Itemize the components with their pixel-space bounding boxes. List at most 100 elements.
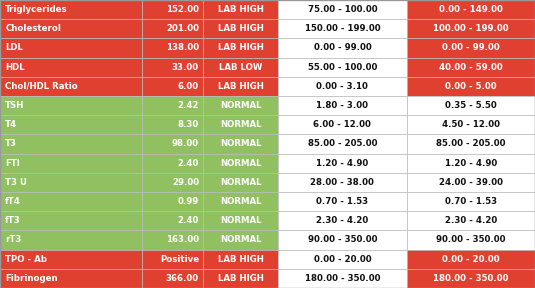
FancyBboxPatch shape (0, 192, 142, 211)
FancyBboxPatch shape (278, 230, 407, 250)
FancyBboxPatch shape (407, 211, 535, 230)
FancyBboxPatch shape (142, 38, 203, 58)
FancyBboxPatch shape (278, 58, 407, 77)
Text: 0.00 - 20.00: 0.00 - 20.00 (442, 255, 500, 264)
Text: 6.00 - 12.00: 6.00 - 12.00 (314, 120, 371, 129)
Text: 366.00: 366.00 (166, 274, 199, 283)
Text: 98.00: 98.00 (172, 139, 199, 149)
FancyBboxPatch shape (203, 250, 278, 269)
Text: T4: T4 (5, 120, 18, 129)
FancyBboxPatch shape (407, 154, 535, 173)
FancyBboxPatch shape (203, 173, 278, 192)
FancyBboxPatch shape (142, 77, 203, 96)
Text: fT3: fT3 (5, 216, 21, 225)
FancyBboxPatch shape (278, 19, 407, 38)
FancyBboxPatch shape (203, 0, 278, 19)
Text: 90.00 - 350.00: 90.00 - 350.00 (308, 236, 377, 245)
FancyBboxPatch shape (0, 230, 142, 250)
FancyBboxPatch shape (203, 269, 278, 288)
FancyBboxPatch shape (0, 19, 142, 38)
FancyBboxPatch shape (203, 154, 278, 173)
FancyBboxPatch shape (0, 134, 142, 154)
FancyBboxPatch shape (407, 19, 535, 38)
Text: NORMAL: NORMAL (220, 139, 262, 149)
Text: 0.70 - 1.53: 0.70 - 1.53 (316, 197, 369, 206)
FancyBboxPatch shape (407, 134, 535, 154)
Text: 90.00 - 350.00: 90.00 - 350.00 (436, 236, 506, 245)
Text: LAB HIGH: LAB HIGH (218, 274, 264, 283)
Text: NORMAL: NORMAL (220, 101, 262, 110)
FancyBboxPatch shape (278, 154, 407, 173)
Text: LAB HIGH: LAB HIGH (218, 5, 264, 14)
FancyBboxPatch shape (278, 173, 407, 192)
Text: Chol/HDL Ratio: Chol/HDL Ratio (5, 82, 78, 91)
FancyBboxPatch shape (0, 154, 142, 173)
Text: TSH: TSH (5, 101, 25, 110)
FancyBboxPatch shape (142, 96, 203, 115)
FancyBboxPatch shape (142, 134, 203, 154)
FancyBboxPatch shape (203, 19, 278, 38)
FancyBboxPatch shape (0, 269, 142, 288)
Text: 0.00 - 99.00: 0.00 - 99.00 (442, 43, 500, 52)
Text: NORMAL: NORMAL (220, 197, 262, 206)
FancyBboxPatch shape (203, 58, 278, 77)
FancyBboxPatch shape (278, 115, 407, 134)
FancyBboxPatch shape (203, 211, 278, 230)
Text: 1.20 - 4.90: 1.20 - 4.90 (316, 159, 369, 168)
Text: 0.00 - 149.00: 0.00 - 149.00 (439, 5, 503, 14)
Text: 55.00 - 100.00: 55.00 - 100.00 (308, 63, 377, 72)
Text: 0.70 - 1.53: 0.70 - 1.53 (445, 197, 497, 206)
Text: LAB HIGH: LAB HIGH (218, 82, 264, 91)
Text: NORMAL: NORMAL (220, 216, 262, 225)
Text: LAB HIGH: LAB HIGH (218, 43, 264, 52)
FancyBboxPatch shape (278, 96, 407, 115)
FancyBboxPatch shape (278, 192, 407, 211)
Text: 75.00 - 100.00: 75.00 - 100.00 (308, 5, 377, 14)
FancyBboxPatch shape (278, 77, 407, 96)
Text: Triglycerides: Triglycerides (5, 5, 68, 14)
FancyBboxPatch shape (0, 250, 142, 269)
FancyBboxPatch shape (278, 134, 407, 154)
Text: NORMAL: NORMAL (220, 178, 262, 187)
FancyBboxPatch shape (278, 269, 407, 288)
FancyBboxPatch shape (142, 192, 203, 211)
Text: 150.00 - 199.00: 150.00 - 199.00 (304, 24, 380, 33)
FancyBboxPatch shape (0, 38, 142, 58)
FancyBboxPatch shape (142, 211, 203, 230)
FancyBboxPatch shape (407, 77, 535, 96)
Text: 0.99: 0.99 (178, 197, 199, 206)
Text: 138.00: 138.00 (166, 43, 199, 52)
Text: NORMAL: NORMAL (220, 159, 262, 168)
Text: 8.30: 8.30 (178, 120, 199, 129)
FancyBboxPatch shape (142, 269, 203, 288)
Text: 0.00 - 5.00: 0.00 - 5.00 (445, 82, 496, 91)
FancyBboxPatch shape (407, 230, 535, 250)
FancyBboxPatch shape (0, 96, 142, 115)
FancyBboxPatch shape (407, 38, 535, 58)
Text: 85.00 - 205.00: 85.00 - 205.00 (436, 139, 506, 149)
FancyBboxPatch shape (142, 154, 203, 173)
FancyBboxPatch shape (142, 173, 203, 192)
FancyBboxPatch shape (278, 250, 407, 269)
Text: NORMAL: NORMAL (220, 120, 262, 129)
Text: 100.00 - 199.00: 100.00 - 199.00 (433, 24, 509, 33)
FancyBboxPatch shape (203, 134, 278, 154)
Text: 180.00 - 350.00: 180.00 - 350.00 (304, 274, 380, 283)
FancyBboxPatch shape (0, 77, 142, 96)
Text: 152.00: 152.00 (166, 5, 199, 14)
FancyBboxPatch shape (203, 115, 278, 134)
FancyBboxPatch shape (278, 0, 407, 19)
FancyBboxPatch shape (407, 250, 535, 269)
Text: 0.00 - 3.10: 0.00 - 3.10 (317, 82, 368, 91)
Text: 29.00: 29.00 (172, 178, 199, 187)
FancyBboxPatch shape (142, 250, 203, 269)
FancyBboxPatch shape (203, 192, 278, 211)
FancyBboxPatch shape (203, 38, 278, 58)
Text: 2.40: 2.40 (178, 159, 199, 168)
Text: 33.00: 33.00 (172, 63, 199, 72)
FancyBboxPatch shape (0, 173, 142, 192)
Text: 40.00 - 59.00: 40.00 - 59.00 (439, 63, 503, 72)
FancyBboxPatch shape (0, 115, 142, 134)
Text: Positive: Positive (160, 255, 199, 264)
Text: 6.00: 6.00 (178, 82, 199, 91)
